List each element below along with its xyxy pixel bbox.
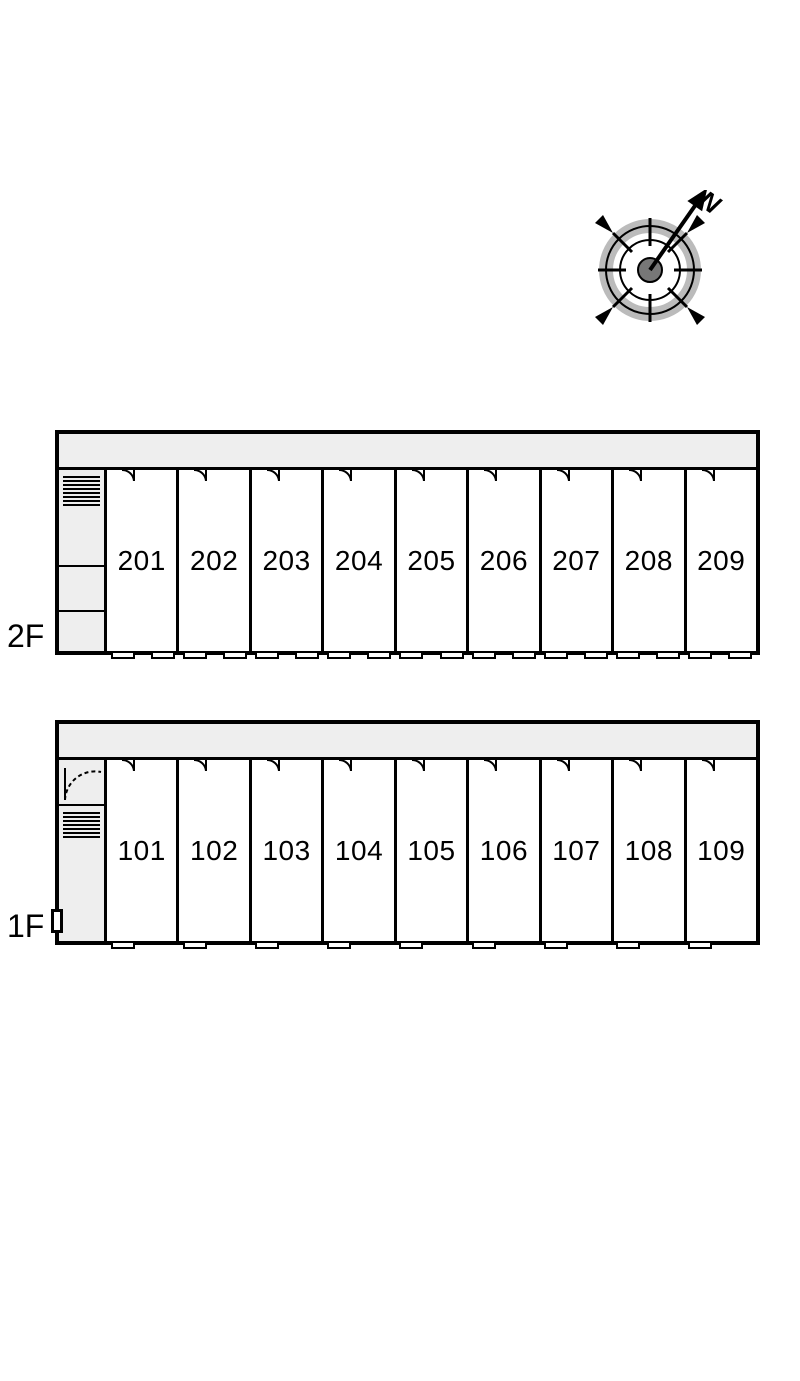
door-icon — [690, 757, 720, 771]
entrance-step — [51, 909, 63, 933]
unit-label: 106 — [480, 835, 528, 867]
unit-label: 108 — [625, 835, 673, 867]
unit-206: 206 — [469, 470, 541, 651]
compass-rose: N — [585, 190, 705, 310]
door-icon — [545, 757, 575, 771]
floor-1-plan: 1F 101 102 — [55, 720, 760, 945]
door-icon — [472, 467, 502, 481]
door-icon — [255, 757, 285, 771]
door-icon — [327, 467, 357, 481]
unit-label: 208 — [625, 545, 673, 577]
unit-label: 102 — [190, 835, 238, 867]
floor-2-label: 2F — [7, 618, 44, 655]
unit-106: 106 — [469, 760, 541, 941]
unit-207: 207 — [542, 470, 614, 651]
unit-label: 105 — [407, 835, 455, 867]
unit-label: 201 — [118, 545, 166, 577]
unit-label: 103 — [262, 835, 310, 867]
door-icon — [327, 757, 357, 771]
door-icon — [545, 467, 575, 481]
unit-107: 107 — [542, 760, 614, 941]
unit-label: 107 — [552, 835, 600, 867]
floor-2-window-marks — [107, 651, 756, 662]
unit-label: 104 — [335, 835, 383, 867]
unit-label: 207 — [552, 545, 600, 577]
unit-102: 102 — [179, 760, 251, 941]
unit-203: 203 — [252, 470, 324, 651]
door-icon — [617, 757, 647, 771]
floor-2-units-row: 201 202 203 204 205 206 — [107, 470, 756, 651]
unit-label: 109 — [697, 835, 745, 867]
unit-105: 105 — [397, 760, 469, 941]
unit-label: 202 — [190, 545, 238, 577]
unit-201: 201 — [107, 470, 179, 651]
unit-108: 108 — [614, 760, 686, 941]
unit-label: 209 — [697, 545, 745, 577]
door-icon — [690, 467, 720, 481]
unit-label: 101 — [118, 835, 166, 867]
unit-label: 205 — [407, 545, 455, 577]
door-icon — [255, 467, 285, 481]
unit-205: 205 — [397, 470, 469, 651]
unit-104: 104 — [324, 760, 396, 941]
floor-2-corridor — [59, 434, 756, 470]
door-icon — [472, 757, 502, 771]
unit-202: 202 — [179, 470, 251, 651]
unit-101: 101 — [107, 760, 179, 941]
unit-109: 109 — [687, 760, 756, 941]
door-icon — [182, 467, 212, 481]
door-icon — [617, 467, 647, 481]
unit-label: 204 — [335, 545, 383, 577]
floor-1-label: 1F — [7, 908, 44, 945]
floor-1-window-marks — [107, 941, 756, 952]
unit-204: 204 — [324, 470, 396, 651]
door-icon — [182, 757, 212, 771]
door-icon — [110, 467, 140, 481]
door-icon — [400, 757, 430, 771]
unit-label: 206 — [480, 545, 528, 577]
unit-209: 209 — [687, 470, 756, 651]
floor-2-stairwell — [59, 470, 107, 651]
door-icon — [110, 757, 140, 771]
unit-103: 103 — [252, 760, 324, 941]
unit-label: 203 — [262, 545, 310, 577]
floor-2-outline: 201 202 203 204 205 206 — [55, 430, 760, 655]
stair-arc-icon — [61, 764, 105, 804]
floor-2-plan: 2F 201 202 203 — [55, 430, 760, 655]
floor-1-corridor — [59, 724, 756, 760]
unit-208: 208 — [614, 470, 686, 651]
door-icon — [400, 467, 430, 481]
floor-1-outline: 101 102 103 104 105 106 — [55, 720, 760, 945]
floor-1-units-row: 101 102 103 104 105 106 — [107, 760, 756, 941]
floor-1-stairwell — [59, 760, 107, 941]
